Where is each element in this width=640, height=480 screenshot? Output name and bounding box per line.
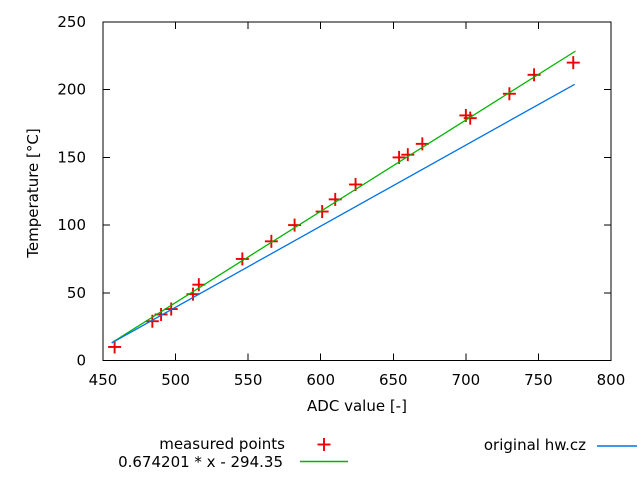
y-tick-label: 200 (57, 81, 86, 99)
x-tick-label: 550 (234, 371, 263, 389)
x-axis-title: ADC value [-] (307, 397, 407, 415)
x-tick-label: 800 (597, 371, 626, 389)
y-tick-label: 150 (57, 148, 86, 166)
y-tick-label: 100 (57, 216, 86, 234)
y-axis-title: Temperature [°C] (24, 128, 42, 258)
plot-frame (102, 21, 612, 361)
legend-label-fit-equation: 0.674201 * x - 294.35 (118, 453, 283, 471)
x-tick-label: 600 (306, 371, 335, 389)
x-tick-label: 450 (89, 371, 118, 389)
legend-label-measured-points: measured points (159, 435, 285, 453)
legend-label-original-hwcz: original hw.cz (483, 436, 586, 454)
y-tick-label: 50 (67, 284, 86, 302)
y-tick-label: 0 (76, 352, 86, 370)
y-tick-label: 250 (57, 13, 86, 31)
x-tick-label: 700 (452, 371, 481, 389)
x-tick-label: 500 (161, 371, 190, 389)
original-line (111, 83, 576, 344)
x-tick-label: 650 (379, 371, 408, 389)
x-tick-label: 750 (524, 371, 553, 389)
fit-line (111, 50, 576, 344)
